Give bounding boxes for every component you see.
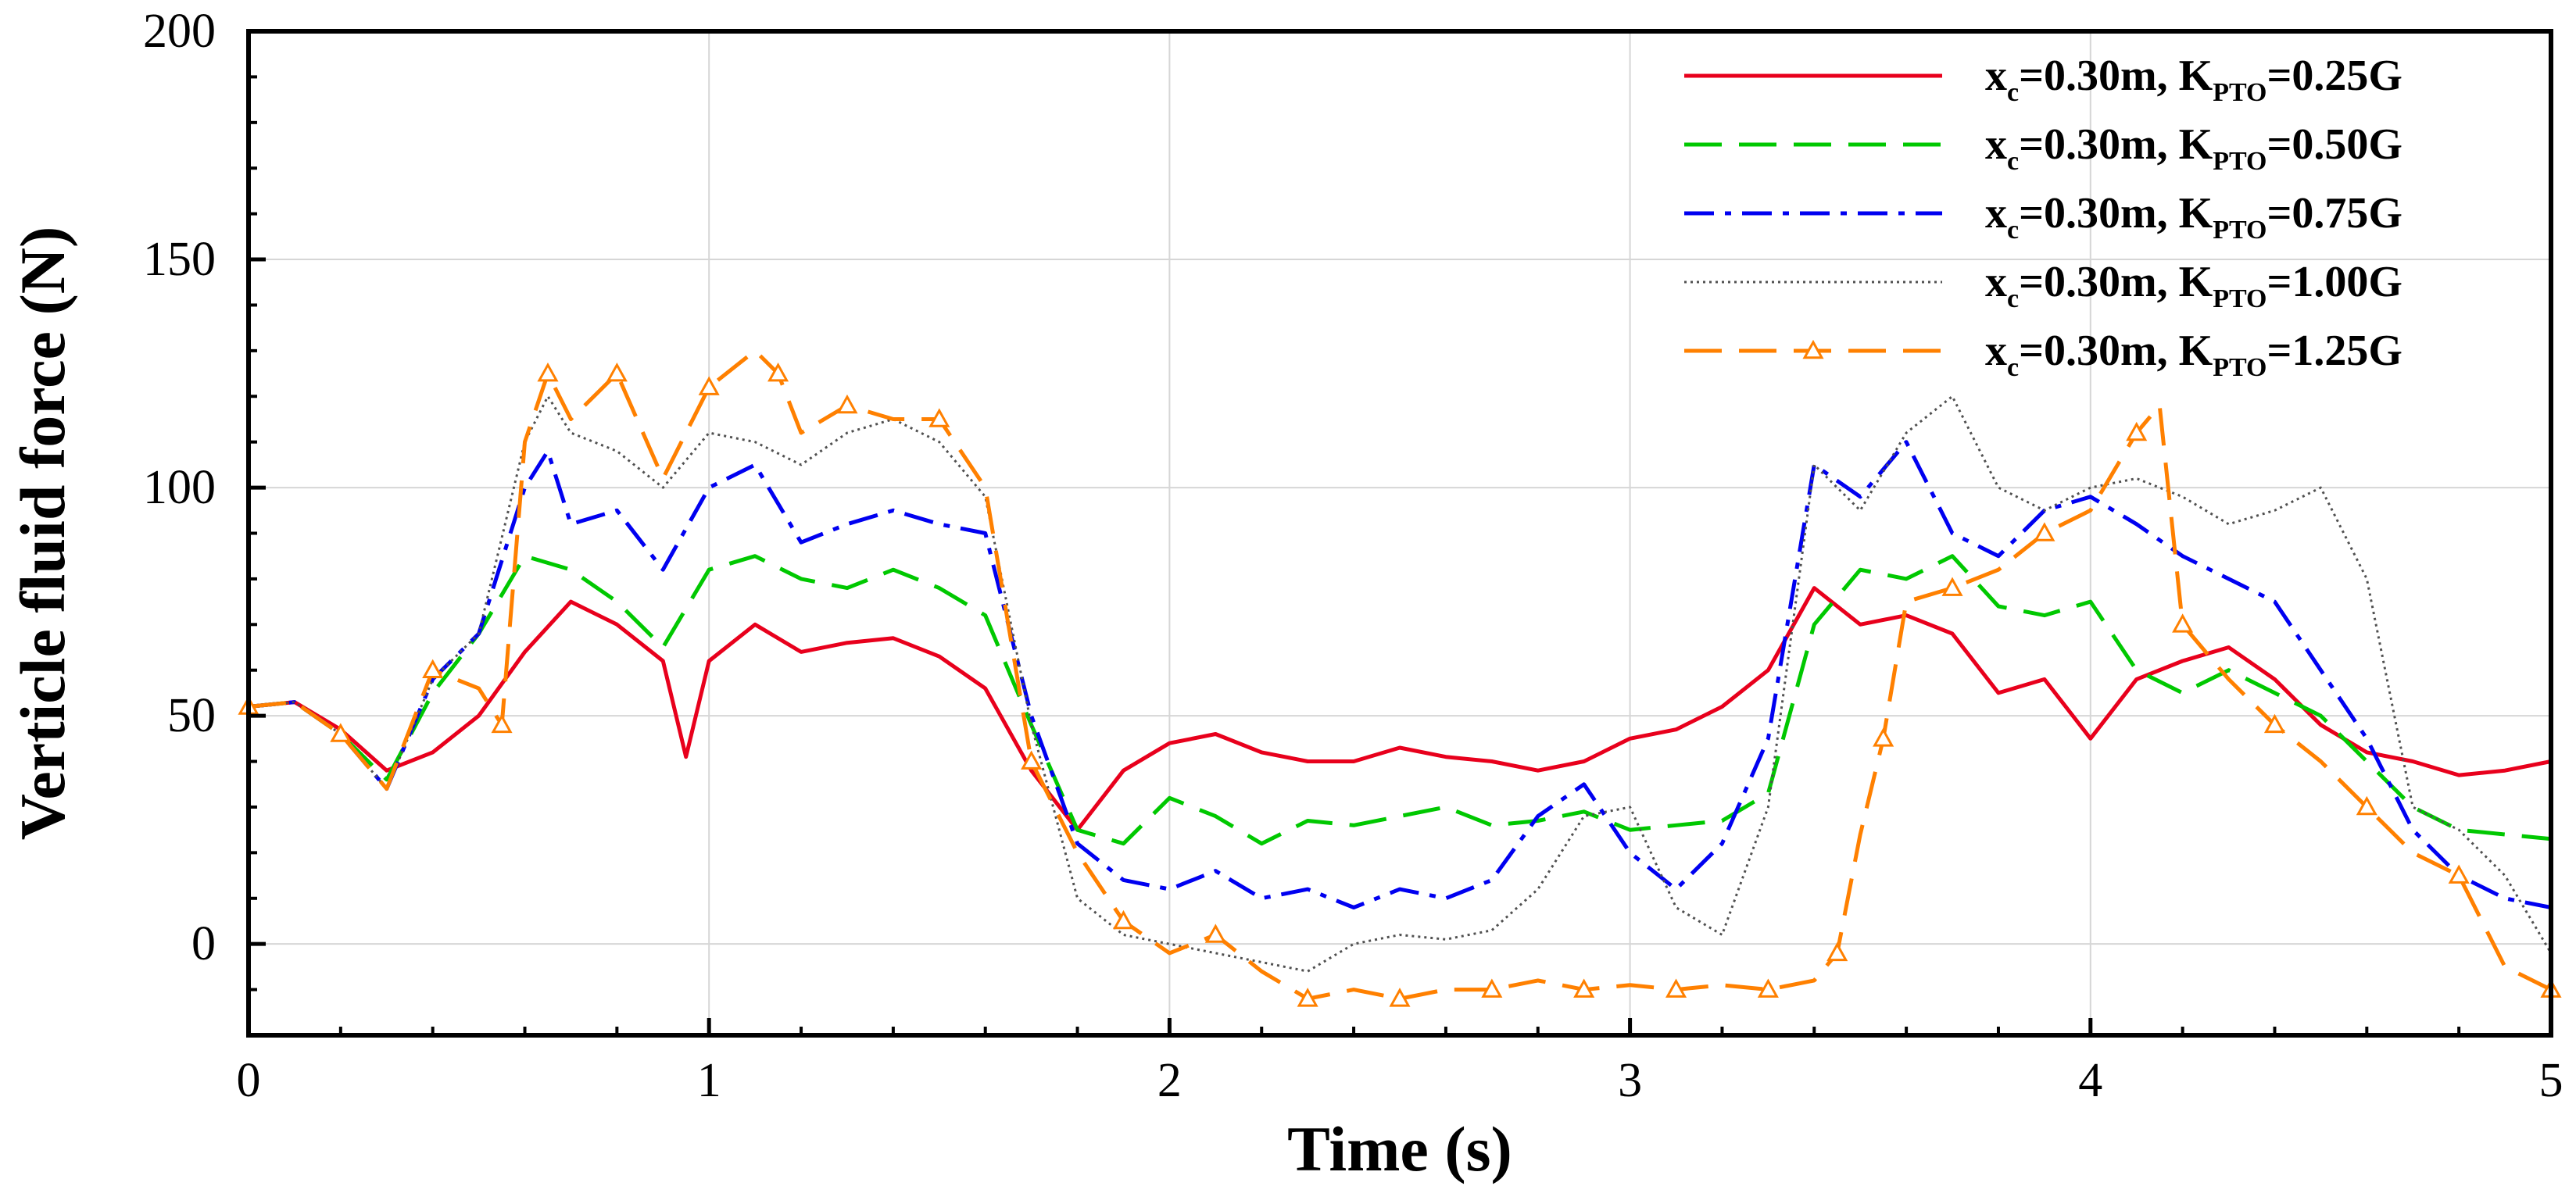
series-3 <box>248 440 2552 909</box>
legend-text-part: x <box>1985 120 2007 169</box>
x-tick-label: 5 <box>2539 1054 2563 1107</box>
legend-subscript: PTO <box>2213 216 2267 245</box>
series-marker <box>1826 941 1848 962</box>
legend-subscript: c <box>2007 284 2019 313</box>
series-marker <box>1297 988 1318 1007</box>
series-marker <box>1665 978 1687 998</box>
series-marker <box>2448 864 2470 884</box>
series-marker <box>1389 988 1411 1007</box>
legend-text-part: =1.00G <box>2267 258 2402 306</box>
legend-text-part: x <box>1985 52 2007 100</box>
x-tick-label: 1 <box>697 1054 721 1107</box>
series-line <box>248 348 2553 1001</box>
y-tick-label: 200 <box>143 5 216 58</box>
legend-item: xc=0.30m, KPTO=0.25G <box>1684 52 2402 107</box>
grid-layer <box>249 31 2551 1035</box>
series-marker <box>767 362 789 382</box>
legend-text-part: =1.25G <box>2267 327 2402 375</box>
legend-label: xc=0.30m, KPTO=0.75G <box>1985 189 2402 245</box>
x-tick-label: 4 <box>2078 1054 2102 1107</box>
legend-subscript: PTO <box>2213 147 2267 176</box>
legend-text-part: =0.30m, K <box>2019 189 2213 238</box>
series-marker <box>1941 577 1963 596</box>
legend-subscript: c <box>2007 353 2019 382</box>
legend-label: xc=0.30m, KPTO=1.25G <box>1985 327 2402 382</box>
series-marker <box>2172 613 2194 633</box>
series-marker <box>1873 727 1894 747</box>
legend-text-part: x <box>1985 189 2007 238</box>
series-marker <box>836 394 858 414</box>
series-marker <box>491 713 513 734</box>
legend-text-part: =0.30m, K <box>2019 120 2213 169</box>
series-line <box>248 554 2552 846</box>
series-marker <box>1021 750 1043 770</box>
series-4 <box>248 395 2553 973</box>
series-marker <box>928 408 950 427</box>
series-marker <box>422 659 444 679</box>
y-tick-label: 0 <box>191 917 216 970</box>
y-tick-label: 50 <box>167 689 216 742</box>
legend-text-part: =0.75G <box>2267 189 2402 238</box>
legend-item: xc=0.30m, KPTO=1.25G <box>1684 327 2402 382</box>
series-marker <box>606 362 628 382</box>
legend-subscript: c <box>2007 147 2019 176</box>
legend-label: xc=0.30m, KPTO=0.25G <box>1985 52 2402 107</box>
legend-text-part: =0.30m, K <box>2019 52 2213 100</box>
series-marker <box>537 362 559 382</box>
legend-subscript: PTO <box>2213 284 2267 313</box>
y-tick-label: 150 <box>143 233 216 286</box>
series-marker <box>1481 978 1503 998</box>
series-marker <box>2356 795 2377 816</box>
legend-item: xc=0.30m, KPTO=0.75G <box>1684 189 2402 245</box>
series-marker <box>2263 713 2286 734</box>
legend-text-part: x <box>1985 327 2007 375</box>
series-line <box>248 395 2553 973</box>
x-axis-title: Time (s) <box>1287 1113 1512 1184</box>
y-tick-label: 100 <box>143 461 216 514</box>
series-marker <box>1757 978 1779 998</box>
x-tick-label: 2 <box>1157 1054 1182 1107</box>
series-5 <box>238 348 2562 1007</box>
legend-subscript: c <box>2007 216 2019 245</box>
series-marker <box>2034 522 2055 541</box>
legend-text-part: =0.30m, K <box>2019 327 2213 375</box>
series-marker <box>330 723 352 742</box>
plot-frame <box>246 29 2553 1038</box>
series-line <box>248 586 2552 832</box>
legend-subscript: c <box>2007 78 2019 107</box>
series-marker <box>698 376 720 395</box>
legend-label: xc=0.30m, KPTO=0.50G <box>1985 120 2402 176</box>
y-axis-title: Verticle fluid force (N) <box>7 227 78 841</box>
legend-subscript: PTO <box>2213 353 2267 382</box>
x-tick-label: 3 <box>1618 1054 1642 1107</box>
legend-text-part: =0.25G <box>2267 52 2402 100</box>
legend-subscript: PTO <box>2213 78 2267 107</box>
x-tick-label: 0 <box>237 1054 261 1107</box>
legend-marker <box>1802 339 1824 359</box>
series-1 <box>248 586 2552 832</box>
legend-text-part: =0.50G <box>2267 120 2402 169</box>
legend-text-part: x <box>1985 258 2007 306</box>
series-marker <box>1573 978 1595 998</box>
series-marker <box>1112 909 1135 930</box>
legend-item: xc=0.30m, KPTO=1.00G <box>1684 258 2402 313</box>
series-marker <box>2126 421 2148 441</box>
series-layer <box>238 348 2562 1007</box>
series-line <box>248 440 2552 909</box>
legend-item: xc=0.30m, KPTO=0.50G <box>1684 120 2402 176</box>
legend-label: xc=0.30m, KPTO=1.00G <box>1985 258 2402 313</box>
series-marker <box>1204 924 1226 943</box>
legend-text-part: =0.30m, K <box>2019 258 2213 306</box>
series-2 <box>248 554 2552 846</box>
